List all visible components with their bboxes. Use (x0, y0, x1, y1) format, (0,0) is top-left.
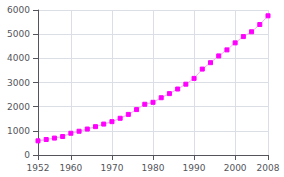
svg-text:0: 0 (24, 150, 30, 160)
svg-text:2000: 2000 (7, 102, 30, 112)
svg-text:6000: 6000 (7, 5, 30, 15)
svg-text:2000: 2000 (224, 163, 247, 173)
svg-text:1960: 1960 (59, 163, 82, 173)
svg-text:4000: 4000 (7, 53, 30, 63)
svg-text:2008: 2008 (257, 163, 280, 173)
svg-text:1970: 1970 (100, 163, 123, 173)
svg-text:3000: 3000 (7, 78, 30, 88)
svg-text:5000: 5000 (7, 29, 30, 39)
svg-text:1980: 1980 (142, 163, 165, 173)
svg-text:1990: 1990 (183, 163, 206, 173)
svg-text:1952: 1952 (27, 163, 50, 173)
svg-text:1000: 1000 (7, 126, 30, 136)
